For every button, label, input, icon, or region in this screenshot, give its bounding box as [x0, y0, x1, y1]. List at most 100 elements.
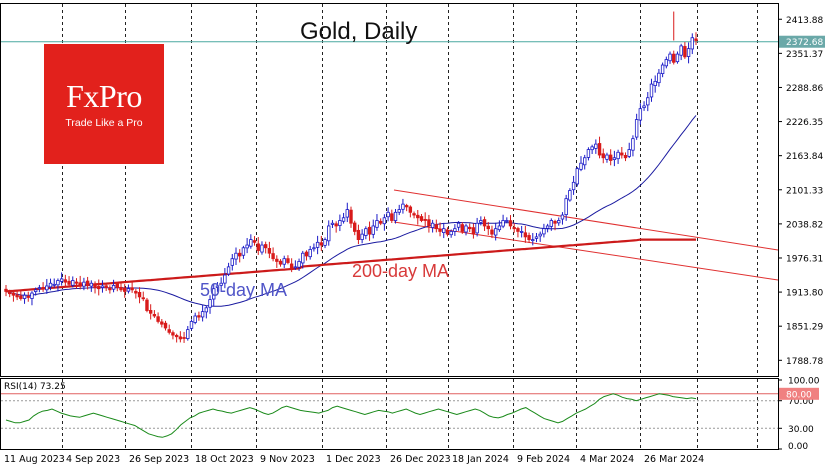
- candle-body: [160, 321, 164, 325]
- candle-body: [393, 211, 398, 221]
- candle-body: [167, 329, 171, 333]
- candle-body: [690, 37, 694, 50]
- x-tick-label: 9 Feb 2024: [517, 454, 570, 465]
- candle-body: [460, 224, 464, 232]
- candle-body: [531, 239, 535, 242]
- candle-body: [115, 283, 119, 289]
- rsi-line: [5, 393, 697, 438]
- candle-body: [145, 299, 149, 311]
- candle-body: [683, 46, 687, 58]
- candle-body: [475, 222, 479, 234]
- rsi-frame: [0, 378, 779, 450]
- candle-body: [382, 217, 387, 225]
- candle-body: [293, 266, 298, 269]
- candle-body: [527, 235, 531, 241]
- candle-body: [104, 285, 108, 289]
- candle-body: [523, 232, 528, 238]
- candle-body: [245, 244, 249, 249]
- candle-body: [631, 138, 635, 151]
- candle-body: [341, 217, 346, 222]
- candle-body: [367, 226, 372, 235]
- candle-body: [586, 149, 591, 158]
- candle-body: [660, 64, 665, 74]
- candle-body: [416, 214, 420, 219]
- candle-body: [174, 334, 179, 338]
- candle-body: [323, 239, 327, 246]
- candle-body: [200, 311, 205, 318]
- candle-body: [412, 213, 416, 216]
- candle-body: [315, 241, 320, 248]
- candle-body: [638, 108, 643, 121]
- candle-body: [605, 154, 609, 160]
- y-tick-label: 2288.86: [786, 84, 823, 94]
- candle-body: [289, 263, 294, 269]
- candle-body: [297, 261, 301, 268]
- candle-body: [56, 280, 60, 286]
- candle-body: [260, 244, 264, 253]
- y-tick-label: 2226.35: [786, 118, 823, 128]
- candle-body: [490, 229, 494, 235]
- candle-body: [301, 252, 305, 264]
- candle-body: [449, 231, 453, 236]
- candle-body: [93, 284, 97, 289]
- candle-body: [371, 225, 375, 235]
- candle-body: [538, 233, 542, 237]
- candle-body: [545, 225, 550, 229]
- x-tick-label: 11 Aug 2023: [4, 454, 65, 465]
- rsi-level-label: 80.00: [786, 390, 812, 400]
- candle-body: [208, 299, 212, 308]
- rsi-title: RSI(14) 73.25: [4, 382, 66, 392]
- candle-body: [649, 83, 654, 98]
- candle-body: [349, 209, 353, 224]
- candle-body: [8, 292, 12, 295]
- candle-body: [108, 287, 112, 291]
- candle-body: [230, 258, 234, 266]
- candle-body: [594, 143, 598, 149]
- candle-body: [212, 288, 216, 300]
- candle-body: [15, 294, 19, 298]
- y-tick-label: 2101.33: [786, 186, 823, 196]
- price-channel: [393, 189, 779, 281]
- candle-body: [278, 260, 283, 265]
- candle-body: [501, 220, 505, 227]
- candle-body: [427, 219, 431, 227]
- candle-body: [256, 243, 260, 251]
- candle-body: [612, 157, 617, 161]
- candle-body: [178, 336, 183, 340]
- candle-body: [263, 244, 268, 249]
- candle-body: [623, 155, 628, 159]
- x-tick-label: 26 Mar 2024: [644, 454, 704, 465]
- candle-body: [627, 149, 631, 157]
- candle-body: [275, 258, 279, 262]
- candle-body: [353, 222, 357, 232]
- candle-body: [453, 228, 457, 232]
- x-tick-label: 9 Nov 2023: [260, 454, 315, 465]
- candle-body: [304, 251, 309, 257]
- candle-body: [156, 316, 160, 322]
- candle-body: [390, 213, 394, 221]
- x-tick-label: 1 Dec 2023: [326, 454, 381, 465]
- candle-body: [74, 281, 79, 284]
- candle-body: [330, 222, 335, 225]
- candle-body: [375, 220, 379, 228]
- x-tick-label: 4 Sep 2023: [66, 454, 120, 465]
- ma50-annotation: 50-day MA: [200, 280, 288, 300]
- candle-body: [590, 146, 594, 151]
- candle-body: [471, 227, 476, 235]
- candle-body: [464, 225, 468, 233]
- candle-body: [234, 252, 238, 260]
- x-tick-label: 26 Dec 2023: [390, 454, 451, 465]
- candle-body: [646, 97, 650, 106]
- rsi-y-tick-label: 30.00: [788, 425, 814, 435]
- candle-body: [78, 282, 82, 287]
- candle-body: [408, 206, 413, 213]
- candle-body: [668, 53, 672, 62]
- candle-body: [71, 280, 75, 286]
- y-tick-label: 1851.29: [786, 323, 823, 333]
- candle-body: [215, 285, 220, 288]
- candle-body: [308, 249, 312, 258]
- candle-body: [579, 162, 583, 170]
- candle-body: [542, 228, 546, 235]
- candle-body: [130, 287, 134, 291]
- candle-body: [675, 53, 680, 63]
